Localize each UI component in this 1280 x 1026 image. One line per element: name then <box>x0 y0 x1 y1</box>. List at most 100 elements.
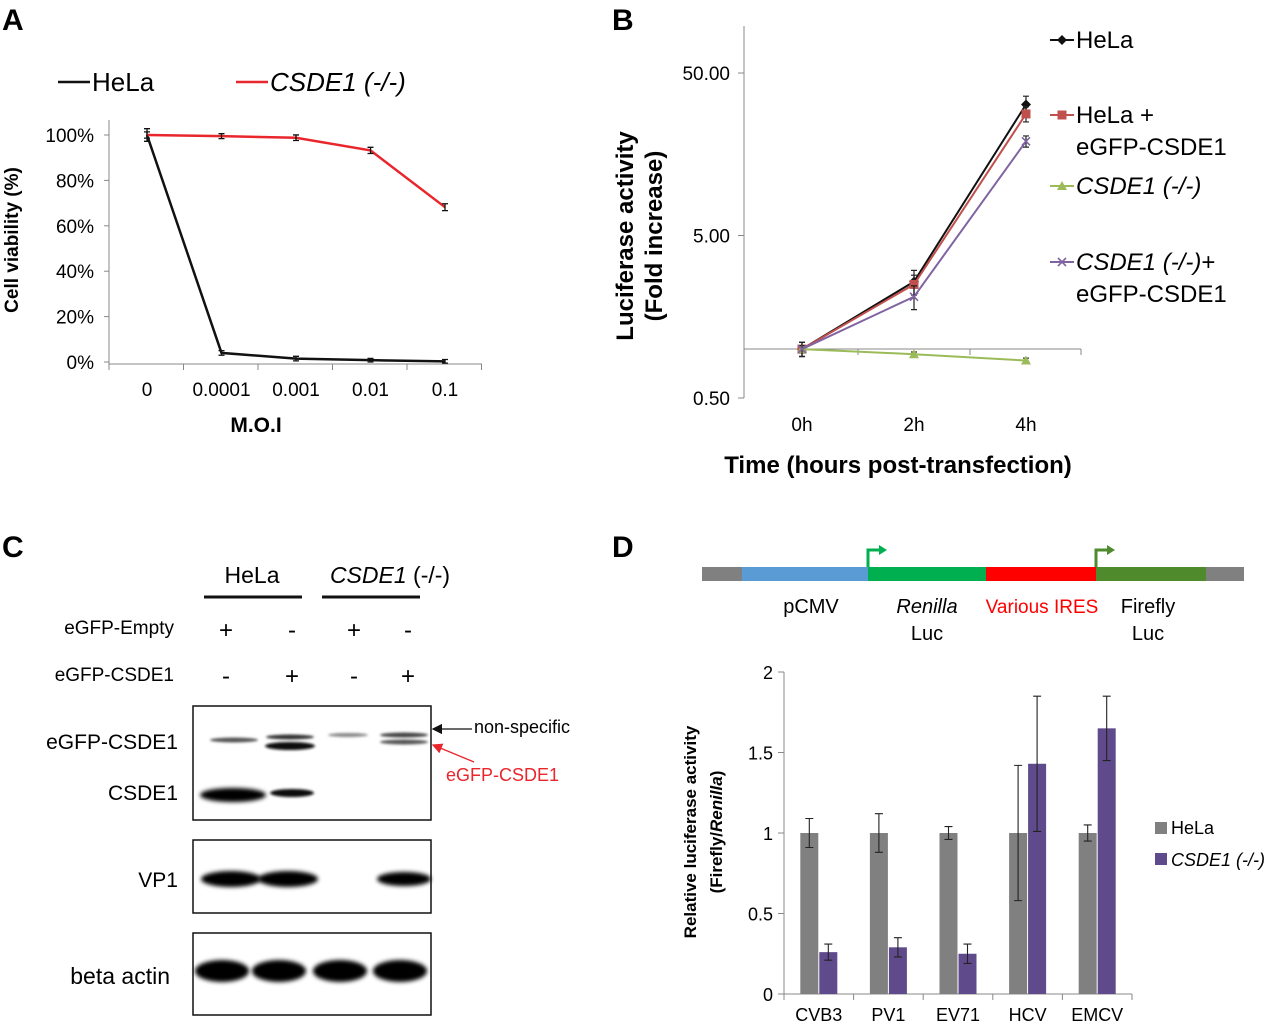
sign-egfp-csde1-lane3: - <box>350 663 358 690</box>
legend-b-hela-gfp-marker <box>1057 110 1067 120</box>
axis-d-y-tick-label: 2 <box>763 663 773 683</box>
axis-a-x-tick-label: 0.0001 <box>192 380 250 401</box>
legend-b-ko-gfp-label-italic: CSDE1 (-/-) <box>1076 249 1201 276</box>
chart-d-bars <box>800 695 1116 994</box>
western-row-egfp-empty: eGFP-Empty <box>64 618 174 639</box>
axis-d-y-tick-label: 0.5 <box>748 905 773 925</box>
legend-b-ko-gfp-marker <box>1057 257 1067 267</box>
series-b-1-point <box>909 279 919 289</box>
band-egfp-lane2 <box>265 742 315 750</box>
series-a-1-errorbar <box>218 133 225 140</box>
legend-b: HeLa HeLa + eGFP-CSDE1 CSDE1 (-/-) CSDE1… <box>1050 27 1227 308</box>
chart-a-series <box>144 128 448 364</box>
reporter-construct: pCMV Renilla Luc Various IRES Firefly Lu… <box>702 545 1244 645</box>
axis-d-y-tick-label: 1.5 <box>748 744 773 764</box>
axis-a-y-tick-label: 80% <box>56 171 94 192</box>
band-nonspecific-lane2 <box>266 734 314 740</box>
construct-backbone-left <box>702 567 742 581</box>
axis-a-y-tick-label: 40% <box>56 262 94 283</box>
axis-b-x-tick-label: 4h <box>1015 415 1036 436</box>
errorbar-d-EV71-0 <box>944 826 953 840</box>
sign-egfp-empty-lane4: - <box>404 617 412 644</box>
legend-d-ko-label: CSDE1 (-/-) <box>1171 850 1265 870</box>
legend-b-ko-marker <box>1057 181 1067 190</box>
construct-label-renilla-luc: Luc <box>911 623 943 645</box>
series-b-1-point <box>1021 109 1031 119</box>
chart-b-series <box>797 95 1031 365</box>
errorbar-d-HCV-1 <box>1033 695 1042 832</box>
sign-egfp-empty-lane3: + <box>347 617 361 644</box>
sign-egfp-empty-lane1: + <box>219 617 233 644</box>
axis-b-xlabel: Time (hours post-transfection) <box>724 452 1072 479</box>
axis-b-ylabel-line1: Luciferase activity <box>612 131 639 341</box>
annot-nonspecific: non-specific <box>474 717 570 737</box>
band-vp1-lane4 <box>377 872 431 886</box>
axis-a-x-tick-label: 0.001 <box>272 380 320 401</box>
axis-a-y-tick-label: 100% <box>45 126 94 147</box>
errorbar-d-EMCV-1 <box>1102 695 1111 762</box>
errorbar-d-EV71-1 <box>963 943 972 964</box>
construct-pcmv <box>742 567 868 581</box>
axis-a-x-tick-label: 0 <box>142 380 153 401</box>
axis-b-x-tick-labels: 0h 2h 4h <box>791 415 1036 436</box>
bar-d-CVB3-1 <box>819 952 838 994</box>
annot-egfp: eGFP-CSDE1 <box>446 765 559 785</box>
axis-d-ylabel-line1: Relative luciferase activity <box>681 725 700 938</box>
panel-d: D pCMV Renilla Luc Various IRES Firefly … <box>612 531 1265 1025</box>
western-blot-csde1 <box>192 705 432 821</box>
legend-b-hela-marker <box>1057 35 1067 45</box>
bar-d-EV71-0 <box>939 833 958 994</box>
axis-d-x-tick-label: PV1 <box>871 1005 905 1025</box>
axis-a-ylabel: Cell viability (%) <box>2 167 23 313</box>
axis-d-y-tick-label: 1 <box>763 824 773 844</box>
axis-d-y-tick-label: 0 <box>763 985 773 1005</box>
band-actin-lane1 <box>195 960 249 982</box>
blot-label-egfp-csde1: eGFP-CSDE1 <box>46 731 178 754</box>
axis-d-ylabel-line2-b: Renilla <box>707 776 726 832</box>
series-b-1-line <box>801 113 1027 350</box>
sign-egfp-empty-lane2: - <box>288 617 296 644</box>
errorbar-d-HCV-0 <box>1014 764 1023 902</box>
axis-a-y-tick-label: 0% <box>67 353 95 374</box>
axis-a-y-tick-label: 20% <box>56 308 94 329</box>
western-treatment-signs: + - + - - + - + <box>219 617 415 690</box>
legend-b-hela-gfp-label-1: HeLa + <box>1076 102 1154 129</box>
series-a-1-errorbar <box>293 134 299 142</box>
errorbar-d-PV1-1 <box>893 937 902 958</box>
construct-label-firefly-luc: Luc <box>1132 623 1164 645</box>
band-nonspecific-lane4 <box>380 732 428 738</box>
western-group-ko-gene: CSDE1 <box>330 562 407 588</box>
bar-d-EMCV-1 <box>1097 728 1116 994</box>
series-a-0-errorbar <box>367 357 374 363</box>
series-a-1-errorbar <box>367 146 374 155</box>
panel-b-letter: B <box>612 4 634 37</box>
legend-b-ko-gfp-label-plus: + <box>1201 249 1215 276</box>
legend-b-ko-label: CSDE1 (-/-) <box>1076 173 1201 200</box>
series-a-0-line <box>145 134 446 363</box>
series-b-2-point <box>909 349 919 359</box>
construct-label-renilla: Renilla <box>896 596 957 618</box>
band-actin-lane2 <box>252 960 306 982</box>
construct-label-firefly: Firefly <box>1121 596 1175 618</box>
band-actin-lane4 <box>373 960 427 982</box>
axis-b-y-tick-label: 0.50 <box>693 389 730 410</box>
axis-b-x-tick-label: 0h <box>791 415 812 436</box>
panel-b: B 0.50 5.00 50.00 0h 2h 4h Luciferase activi… <box>612 4 1227 479</box>
errorbar-d-EMCV-0 <box>1083 824 1092 842</box>
legend-b-hela-gfp-label-2: eGFP-CSDE1 <box>1076 134 1227 161</box>
band-egfp-lane1 <box>210 737 258 743</box>
band-actin-lane3 <box>313 960 367 982</box>
annot-egfp-arrow <box>431 743 475 763</box>
axis-d-ylabel-line2-c: ) <box>707 771 726 777</box>
western-blot-csde1-bands <box>200 732 428 802</box>
western-group-ko-suffix: (-/-) <box>407 562 450 588</box>
promoter-arrowhead-renilla-icon <box>879 545 887 555</box>
construct-label-ires: Various IRES <box>986 597 1099 618</box>
promoter-arrow-firefly-icon <box>1094 548 1108 567</box>
axis-a-x-tick-label: 0.1 <box>432 380 458 401</box>
sign-egfp-csde1-lane1: - <box>222 663 230 690</box>
construct-firefly <box>1096 567 1206 581</box>
construct-ires <box>986 567 1096 581</box>
series-b-3-point <box>797 344 807 354</box>
